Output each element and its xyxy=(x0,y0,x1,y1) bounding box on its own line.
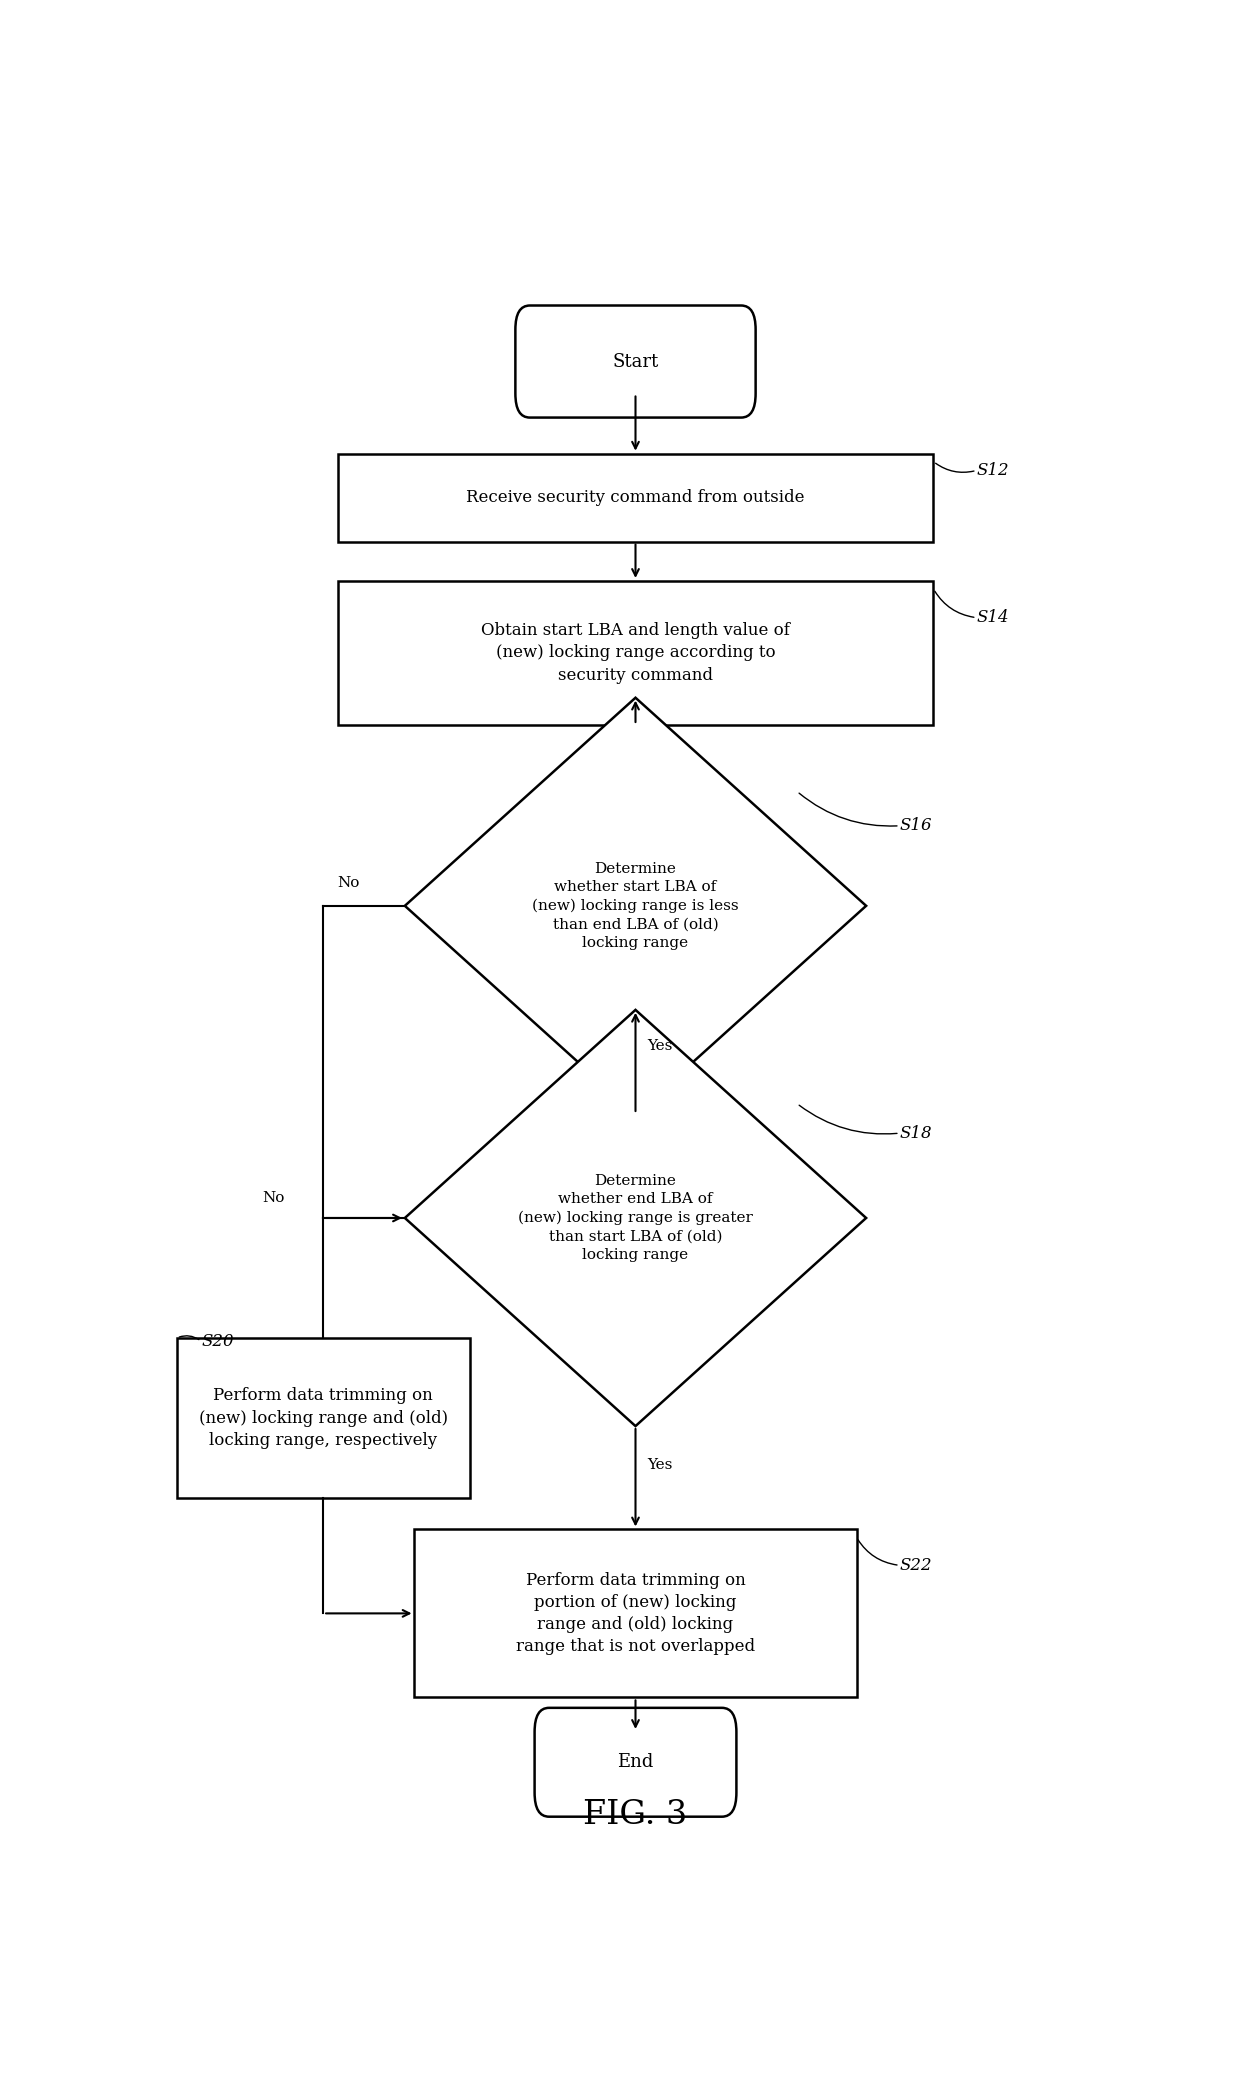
Text: Obtain start LBA and length value of
(new) locking range according to
security c: Obtain start LBA and length value of (ne… xyxy=(481,622,790,684)
Text: No: No xyxy=(337,875,360,890)
Text: Perform data trimming on
portion of (new) locking
range and (old) locking
range : Perform data trimming on portion of (new… xyxy=(516,1572,755,1655)
FancyBboxPatch shape xyxy=(516,306,755,418)
Text: S12: S12 xyxy=(977,462,1009,478)
Text: FIG. 3: FIG. 3 xyxy=(583,1798,688,1832)
Text: Determine
whether start LBA of
(new) locking range is less
than end LBA of (old): Determine whether start LBA of (new) loc… xyxy=(532,863,739,950)
Text: End: End xyxy=(618,1753,653,1771)
Text: Receive security command from outside: Receive security command from outside xyxy=(466,489,805,505)
Text: Start: Start xyxy=(613,353,658,370)
Bar xyxy=(414,1530,857,1696)
Text: No: No xyxy=(263,1191,285,1206)
Text: S20: S20 xyxy=(201,1333,234,1349)
Polygon shape xyxy=(404,699,866,1114)
Polygon shape xyxy=(404,1010,866,1426)
Text: S18: S18 xyxy=(900,1125,932,1141)
Bar xyxy=(337,580,934,726)
Bar xyxy=(176,1339,470,1499)
Text: S22: S22 xyxy=(900,1557,932,1574)
Bar xyxy=(337,453,934,543)
Text: Yes: Yes xyxy=(647,1040,672,1052)
Text: S16: S16 xyxy=(900,817,932,834)
Text: S14: S14 xyxy=(977,609,1009,626)
Text: Determine
whether end LBA of
(new) locking range is greater
than start LBA of (o: Determine whether end LBA of (new) locki… xyxy=(518,1175,753,1262)
FancyBboxPatch shape xyxy=(534,1707,737,1817)
Text: Perform data trimming on
(new) locking range and (old)
locking range, respective: Perform data trimming on (new) locking r… xyxy=(198,1387,448,1449)
Text: Yes: Yes xyxy=(647,1457,672,1472)
